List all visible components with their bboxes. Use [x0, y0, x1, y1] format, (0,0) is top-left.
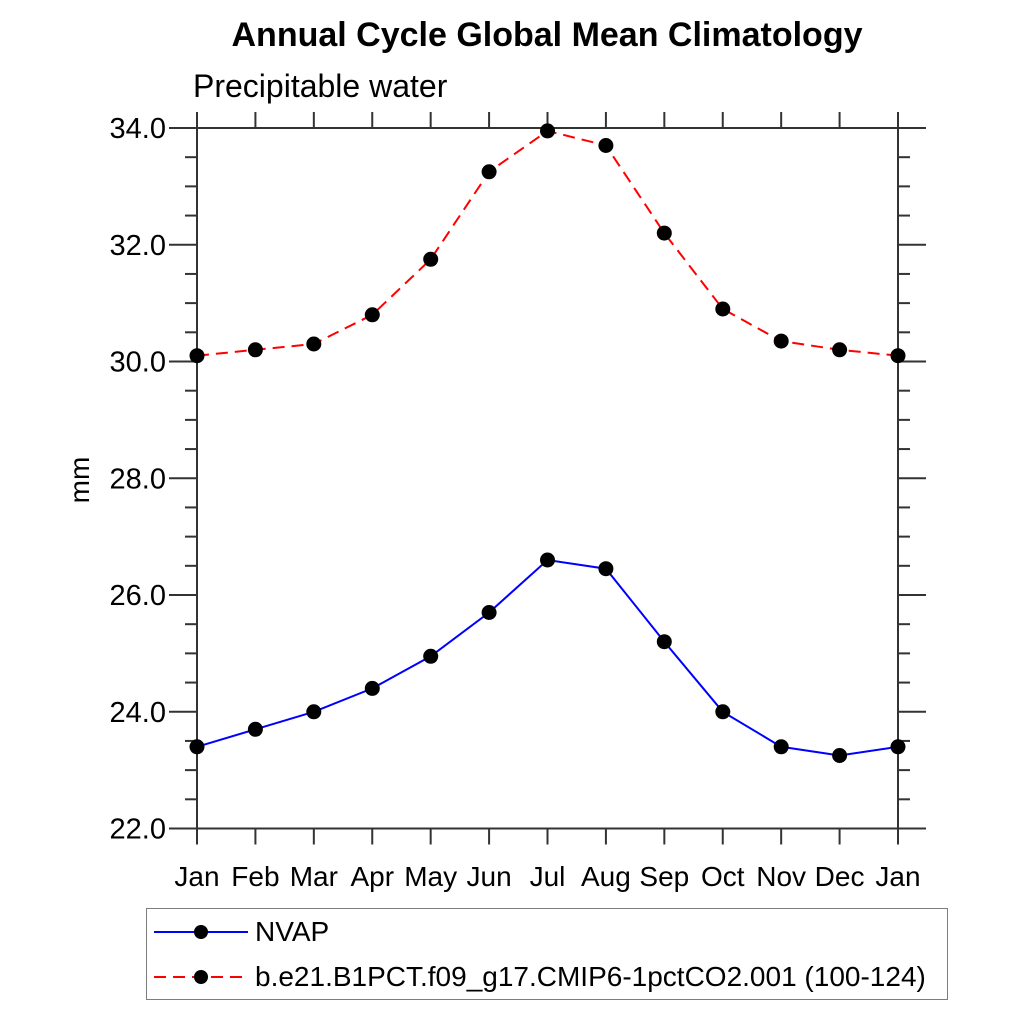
svg-text:24.0: 24.0 — [110, 697, 166, 729]
svg-text:Dec: Dec — [815, 861, 865, 892]
legend-item-nvap: NVAP — [147, 909, 947, 954]
svg-text:Nov: Nov — [756, 861, 806, 892]
y-tick-labels: 22.0 24.0 26.0 28.0 30.0 32.0 34.0 — [110, 113, 166, 846]
chart-subtitle: Precipitable water — [193, 68, 448, 104]
svg-text:30.0: 30.0 — [110, 347, 166, 379]
svg-text:Aug: Aug — [581, 861, 631, 892]
series-line-0 — [196, 558, 899, 757]
svg-text:May: May — [404, 861, 457, 892]
svg-text:Jul: Jul — [530, 861, 566, 892]
svg-text:28.0: 28.0 — [110, 463, 166, 495]
legend-label: b.e21.B1PCT.f09_g17.CMIP6-1pctCO2.001 (1… — [255, 960, 926, 992]
plot-frame — [196, 127, 899, 830]
svg-text:22.0: 22.0 — [110, 814, 166, 846]
x-tick-labels: Jan Feb Mar Apr May Jun Jul Aug Sep Oct Nov Dec Jan — [174, 861, 920, 892]
dashed-line-marker-icon — [154, 969, 248, 984]
solid-line-marker-icon — [154, 924, 248, 939]
legend: NVAP b.e21.B1PCT.f09_g17.CMIP6-1pctCO2.0… — [146, 908, 948, 1000]
svg-text:Jun: Jun — [467, 861, 512, 892]
svg-text:Feb: Feb — [231, 861, 279, 892]
y-axis-ticks — [169, 127, 926, 830]
series-line-1 — [196, 129, 899, 357]
legend-item-model: b.e21.B1PCT.f09_g17.CMIP6-1pctCO2.001 (1… — [147, 954, 947, 999]
legend-label: NVAP — [255, 915, 330, 947]
svg-text:26.0: 26.0 — [110, 580, 166, 612]
series-markers-0 — [189, 552, 906, 763]
svg-text:Jan: Jan — [174, 861, 219, 892]
series-markers-1 — [189, 123, 906, 364]
svg-text:34.0: 34.0 — [110, 113, 166, 145]
svg-text:Oct: Oct — [701, 861, 745, 892]
svg-text:Mar: Mar — [290, 861, 338, 892]
svg-text:Apr: Apr — [350, 861, 394, 892]
svg-text:Jan: Jan — [875, 861, 920, 892]
svg-text:Sep: Sep — [639, 861, 689, 892]
chart-title: Annual Cycle Global Mean Climatology — [231, 16, 863, 54]
x-axis-ticks — [196, 112, 899, 845]
svg-text:32.0: 32.0 — [110, 230, 166, 262]
